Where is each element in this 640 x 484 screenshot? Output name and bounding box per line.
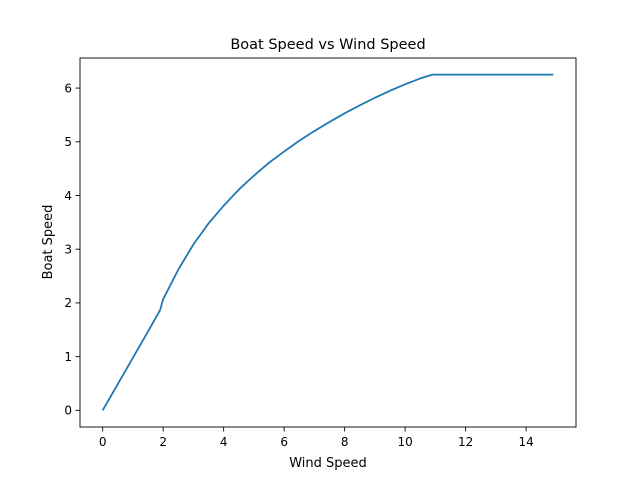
x-tick-label: 4 <box>220 435 228 449</box>
y-axis-label: Boat Speed <box>41 205 56 280</box>
y-tick-label: 1 <box>64 350 72 364</box>
y-tick-label: 0 <box>64 404 72 418</box>
x-axis-label: Wind Speed <box>289 456 367 471</box>
y-tick-label: 3 <box>64 243 72 257</box>
chart-title: Boat Speed vs Wind Speed <box>230 37 425 53</box>
x-tick-label: 8 <box>341 435 349 449</box>
x-tick-label: 10 <box>397 435 412 449</box>
y-tick-label: 2 <box>64 296 72 310</box>
x-tick-label: 2 <box>159 435 167 449</box>
x-tick-label: 12 <box>458 435 473 449</box>
x-tick-label: 0 <box>99 435 107 449</box>
y-tick-label: 5 <box>64 135 72 149</box>
series-line-0 <box>101 73 554 411</box>
x-tick-label: 14 <box>518 435 533 449</box>
plot-frame <box>79 57 577 428</box>
y-tick-label: 6 <box>64 81 72 95</box>
x-tick-label: 6 <box>280 435 288 449</box>
y-tick-label: 4 <box>64 189 72 203</box>
